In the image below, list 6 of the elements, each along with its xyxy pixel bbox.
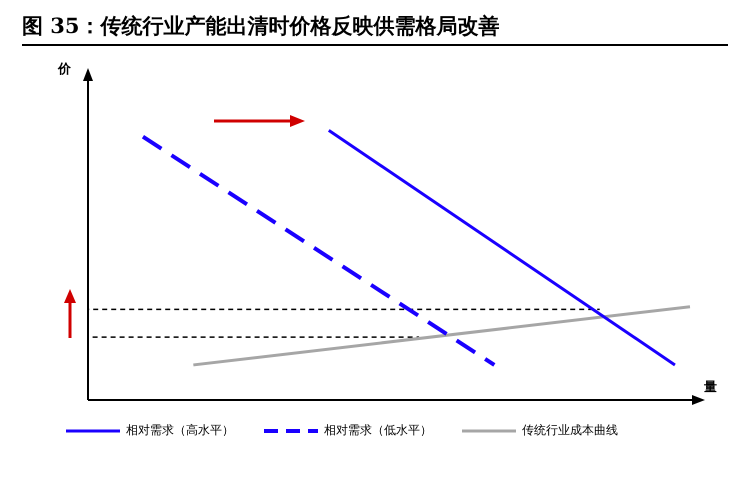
legend-label: 传统行业成本曲线 — [522, 422, 618, 439]
legend-label: 相对需求（低水平） — [324, 422, 432, 439]
y-axis-title: 价 — [58, 62, 71, 78]
x-axis-title: 量 — [704, 380, 717, 396]
chart-title: 图 35：传统行业产能出清时价格反映供需格局改善 — [22, 12, 728, 46]
legend-label: 相对需求（高水平） — [126, 422, 234, 439]
